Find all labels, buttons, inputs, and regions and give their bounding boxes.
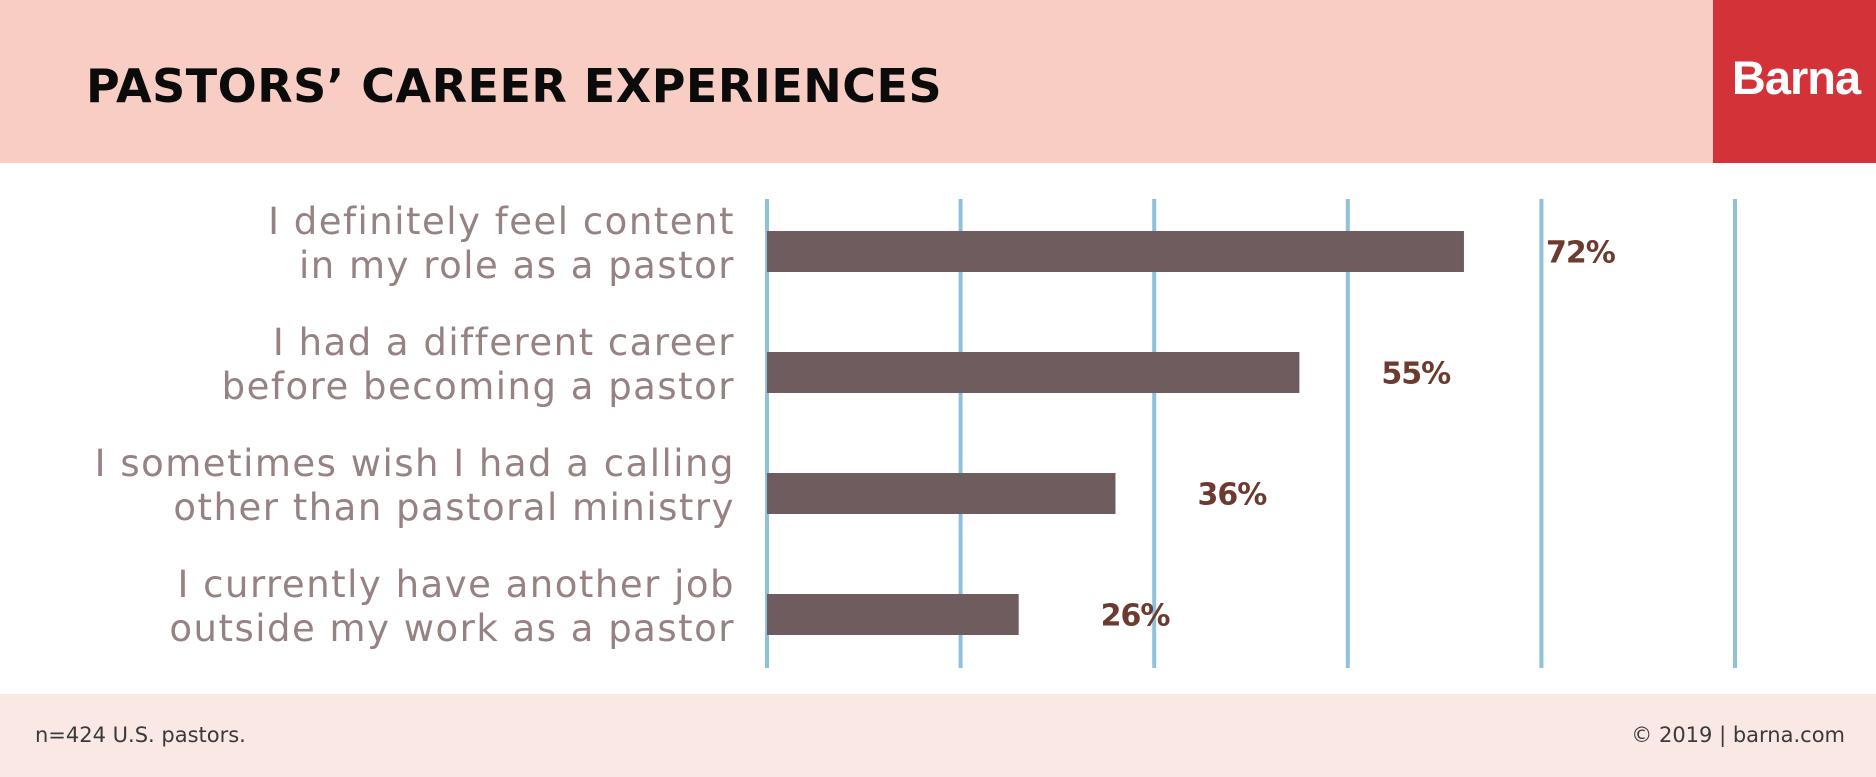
value-label: 36% [1197, 478, 1267, 513]
category-label: I definitely feel content [268, 200, 735, 243]
value-label: 26% [1101, 599, 1171, 634]
bar [767, 473, 1116, 514]
barna-logo: Barna [1713, 0, 1876, 163]
sample-size-note: n=424 U.S. pastors. [35, 723, 246, 747]
bar [767, 352, 1300, 393]
category-label: other than pastoral ministry [173, 486, 735, 529]
chart-area: 72% I definitely feel content in my role a… [0, 163, 1876, 694]
bar [767, 594, 1019, 635]
category-label: before becoming a pastor [222, 365, 735, 408]
value-label: 72% [1546, 236, 1616, 271]
category-label: outside my work as a pastor [169, 607, 735, 650]
bar [767, 231, 1464, 272]
logo-text: Barna [1731, 51, 1861, 104]
value-label: 55% [1381, 357, 1451, 392]
category-label: I had a different career [273, 321, 735, 364]
category-label: I sometimes wish I had a calling [95, 442, 735, 485]
header-banner: PASTORS’ CAREER EXPERIENCES Barna [0, 0, 1876, 163]
copyright-text: © 2019 | barna.com [1631, 723, 1845, 747]
footer-bar: n=424 U.S. pastors. © 2019 | barna.com [0, 694, 1876, 777]
category-label: in my role as a pastor [299, 244, 735, 287]
chart-title: PASTORS’ CAREER EXPERIENCES [86, 59, 943, 113]
category-label: I currently have another job [178, 563, 736, 606]
